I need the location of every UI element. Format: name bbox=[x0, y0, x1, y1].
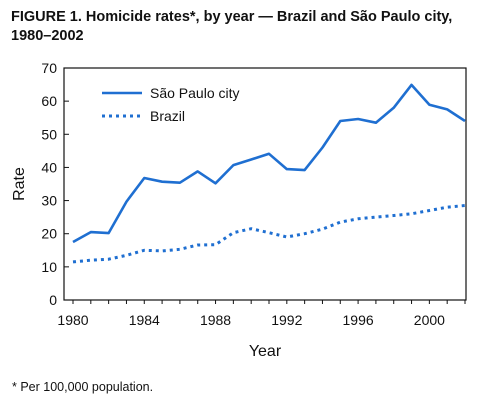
x-axis-title: Year bbox=[249, 343, 282, 360]
y-tick-label: 20 bbox=[41, 226, 57, 242]
x-tick-label: 2000 bbox=[414, 312, 445, 328]
axes: 0 10 20 30 40 50 60 70 1980 1984 1988 1992 1996 2000 Y… bbox=[11, 60, 467, 360]
footnote: * Per 100,000 population. bbox=[12, 380, 154, 394]
x-tick-label: 1988 bbox=[200, 312, 231, 328]
series-line-1 bbox=[72, 204, 466, 264]
legend-label: Brazil bbox=[150, 108, 185, 124]
figure-title: FIGURE 1. Homicide rates*, by year — Bra… bbox=[11, 9, 453, 44]
x-tick-label: 1996 bbox=[343, 312, 374, 328]
y-axis-title: Rate bbox=[11, 167, 28, 201]
y-tick-label: 70 bbox=[41, 60, 57, 76]
x-tick-label: 1980 bbox=[57, 312, 88, 328]
x-tick-label: 1984 bbox=[129, 312, 160, 328]
plot-frame bbox=[63, 67, 467, 301]
y-tick-label: 10 bbox=[41, 259, 57, 275]
x-tick-label: 1992 bbox=[271, 312, 302, 328]
series-line-0 bbox=[72, 83, 466, 244]
y-tick-label: 50 bbox=[41, 126, 57, 142]
y-tick-label: 0 bbox=[49, 292, 57, 308]
y-tick-label: 60 bbox=[41, 93, 57, 109]
legend-label: São Paulo city bbox=[150, 85, 240, 101]
legend: São Paulo city Brazil bbox=[102, 85, 240, 124]
series-lines bbox=[72, 83, 466, 264]
y-tick-label: 40 bbox=[41, 159, 57, 175]
y-tick-label: 30 bbox=[41, 193, 57, 209]
